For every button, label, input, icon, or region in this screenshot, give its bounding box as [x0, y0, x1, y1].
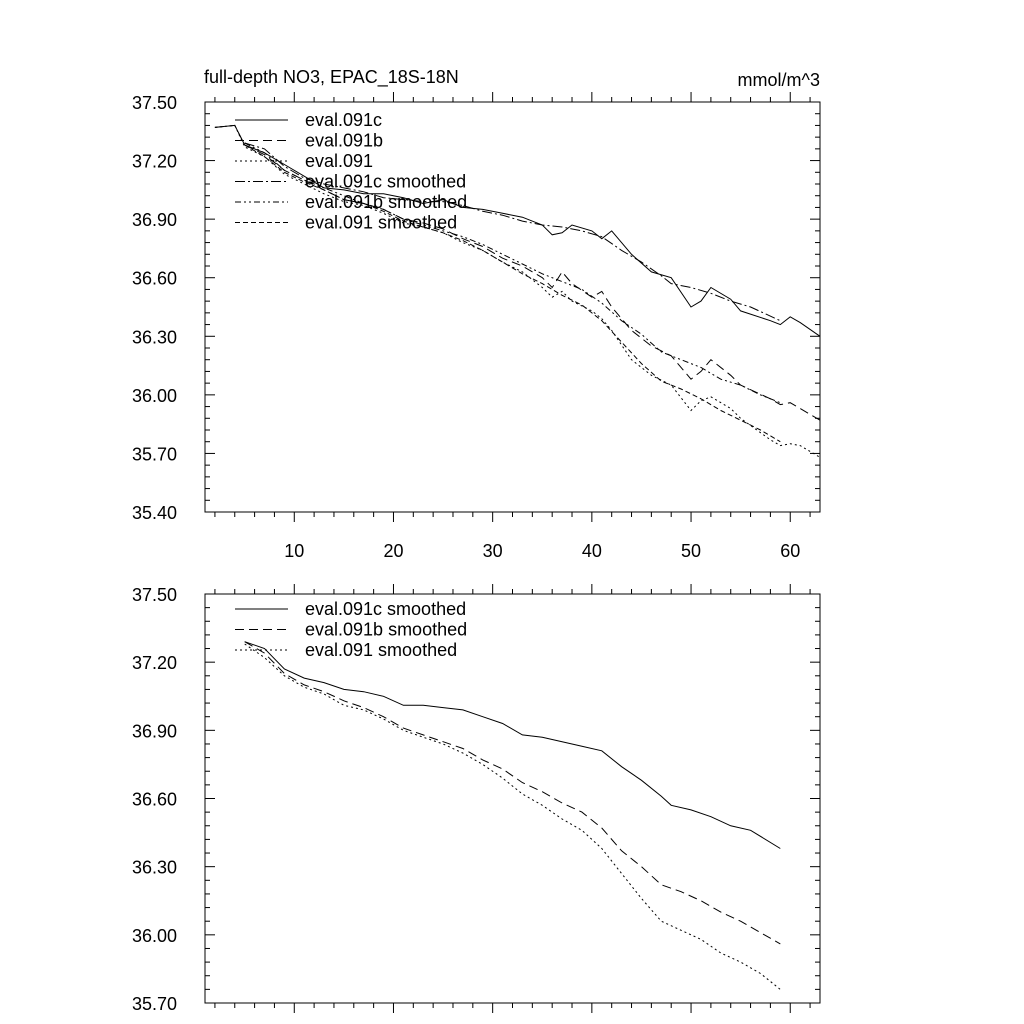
plot-frame [204, 593, 821, 1004]
y-tick-label: 36.00 [132, 386, 177, 406]
x-tick-label: 60 [780, 541, 800, 561]
x-tick-label: 20 [383, 541, 403, 561]
series-line [244, 142, 781, 322]
y-tick-label: 35.70 [132, 444, 177, 464]
series-line [244, 641, 781, 849]
y-tick-label: 36.30 [132, 858, 177, 878]
plot-panel-1: 10 20 30 40 50 60 35.40 35.70 36.00 36.30 36.60 36.… [132, 92, 821, 561]
legend-label: eval.091c [305, 110, 382, 130]
y-tick-label: 37.20 [132, 653, 177, 673]
y-tick-label: 36.90 [132, 721, 177, 741]
x-tick-label: 50 [681, 541, 701, 561]
series-line [244, 643, 781, 990]
series-line [214, 124, 821, 458]
y-tick-label: 37.50 [132, 585, 177, 605]
y-tick-label: 36.60 [132, 790, 177, 810]
y-tick-label: 35.70 [132, 994, 177, 1014]
y-tick-label: 36.00 [132, 926, 177, 946]
legend-label: eval.091 smoothed [305, 640, 457, 660]
y-tick-label: 36.30 [132, 327, 177, 347]
x-tick-label: 30 [483, 541, 503, 561]
y-tick-label: 37.50 [132, 93, 177, 113]
x-tick-label: 10 [284, 541, 304, 561]
plot-frame [204, 101, 821, 513]
series-line [244, 641, 781, 945]
legend-label: eval.091c smoothed [305, 599, 466, 619]
units-label: mmol/m^3 [738, 70, 820, 90]
y-tick-label: 36.90 [132, 210, 177, 230]
legend-label: eval.091b smoothed [305, 620, 467, 640]
chart-title: full-depth NO3, EPAC_18S-18N [204, 67, 459, 88]
y-tick-label: 35.40 [132, 503, 177, 523]
legend-label: eval.091b [305, 131, 383, 151]
legend-label: eval.091 [305, 151, 373, 171]
y-tick-label: 37.20 [132, 152, 177, 172]
series-line [244, 144, 781, 443]
x-tick-label: 40 [582, 541, 602, 561]
legend-label: eval.091b smoothed [305, 192, 467, 212]
legend-label: eval.091 smoothed [305, 213, 457, 233]
y-tick-label: 36.60 [132, 269, 177, 289]
legend-label: eval.091c smoothed [305, 172, 466, 192]
plot-panel-2: 35.70 36.00 36.30 36.60 36.90 37.20 37.50 eval.… [132, 584, 821, 1014]
